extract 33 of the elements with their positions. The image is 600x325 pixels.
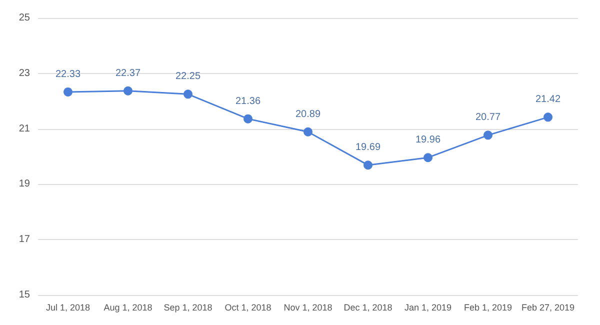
data-label: 20.89 [295,108,321,120]
y-tick-label: 15 [18,290,30,300]
y-tick-label: 25 [18,12,30,24]
x-tick-label: Sep 1, 2018 [164,302,212,312]
data-label: 20.77 [475,112,501,124]
y-tick-label: 17 [18,234,30,246]
x-tick-label: Jan 1, 2019 [404,302,452,312]
x-tick-label: Oct 1, 2018 [224,302,272,312]
data-label: 22.33 [55,68,81,80]
y-tick-label: 23 [18,68,30,79]
data-label: 19.96 [415,134,441,146]
data-label: 21.36 [235,96,261,107]
data-label: 22.25 [175,71,201,82]
point [124,86,132,96]
point [424,153,432,162]
point [484,130,492,140]
point [544,112,552,122]
data-label: 21.42 [535,94,561,106]
point [184,90,192,99]
data-label: 19.69 [355,142,381,154]
point [304,127,312,136]
data-label: 22.37 [115,68,141,79]
x-tick-label: Feb 27, 2019 [521,302,575,312]
x-tick-label: Nov 1, 2018 [284,302,332,312]
x-tick-label: Aug 1, 2018 [104,302,152,312]
point [244,114,252,124]
x-tick-label: Feb 1, 2019 [464,302,512,312]
point [364,160,372,170]
point [64,87,72,96]
x-tick-label: Dec 1, 2018 [344,302,392,312]
y-tick-label: 19 [18,178,30,190]
y-tick-label: 21 [18,123,30,134]
x-tick-label: Jul 1, 2018 [46,302,90,312]
